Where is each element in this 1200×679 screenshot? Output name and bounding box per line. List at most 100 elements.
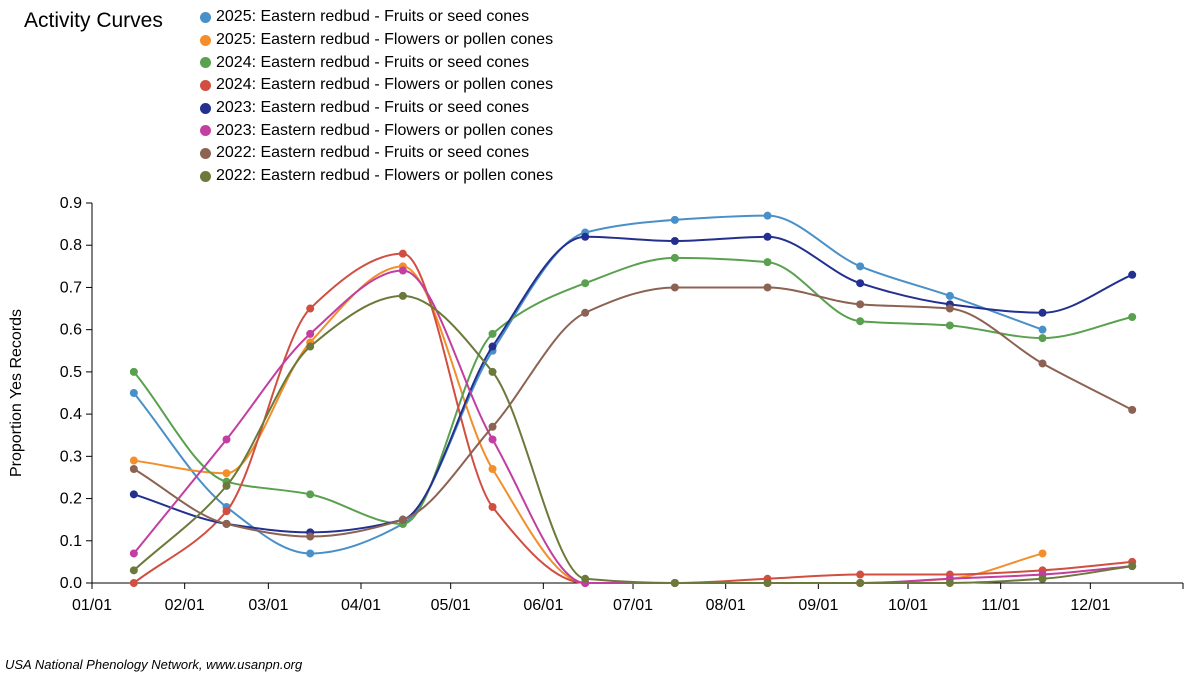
data-point (1128, 405, 1137, 414)
legend-dot-icon (200, 34, 211, 46)
legend: 2025: Eastern redbud - Fruits or seed co… (200, 6, 553, 188)
x-tick-label: 11/01 (981, 597, 1020, 614)
y-tick-label: 0.3 (60, 448, 82, 465)
data-point (856, 317, 865, 326)
data-point (398, 291, 407, 300)
data-point (856, 300, 865, 309)
x-tick-label: 06/01 (523, 597, 563, 614)
legend-dot-icon (200, 125, 211, 137)
data-point (1038, 359, 1047, 368)
data-point (222, 435, 231, 444)
y-tick-label: 0.7 (60, 279, 82, 296)
y-tick-label: 0.1 (60, 533, 82, 550)
series-3 (129, 249, 1137, 587)
data-point (945, 291, 954, 300)
data-point (856, 570, 865, 579)
legend-label: 2024: Eastern redbud - Flowers or pollen… (216, 76, 554, 94)
data-point (763, 211, 772, 220)
data-point (945, 321, 954, 330)
data-point (763, 579, 772, 587)
data-point (1128, 562, 1137, 571)
series-5 (129, 266, 1137, 587)
legend-label: 2022: Eastern redbud - Flowers or pollen… (216, 167, 554, 185)
data-point (306, 329, 315, 338)
x-tick-label: 07/01 (613, 597, 653, 614)
legend-item: 2023: Eastern redbud - Fruits or seed co… (200, 97, 553, 120)
series-7 (129, 291, 1137, 587)
data-point (488, 342, 497, 351)
data-point (670, 579, 679, 587)
legend-dot-icon (200, 170, 211, 182)
legend-label: 2025: Eastern redbud - Flowers or pollen… (216, 31, 554, 49)
y-tick-label: 0.2 (60, 491, 82, 508)
data-point (129, 456, 138, 465)
legend-item: 2023: Eastern redbud - Flowers or pollen… (200, 119, 553, 142)
data-point (856, 579, 865, 587)
series-line (133, 214, 1043, 555)
data-point (1128, 270, 1137, 279)
data-point (581, 308, 590, 317)
data-point (129, 367, 138, 376)
data-point (222, 507, 231, 516)
legend-item: 2022: Eastern redbud - Fruits or seed co… (200, 142, 553, 165)
y-tick-label: 0.8 (60, 237, 82, 254)
data-point (398, 266, 407, 275)
data-point (306, 342, 315, 351)
series-line (133, 269, 1133, 585)
y-axis-label: Proportion Yes Records (8, 309, 25, 477)
legend-label: 2025: Eastern redbud - Fruits or seed co… (216, 8, 530, 26)
legend-item: 2024: Eastern redbud - Fruits or seed co… (200, 51, 553, 74)
data-point (1128, 313, 1137, 321)
data-point (763, 258, 772, 267)
data-point (306, 549, 315, 558)
legend-dot-icon (200, 147, 211, 159)
series-line (133, 252, 1133, 585)
data-point (129, 465, 138, 473)
data-point (306, 304, 315, 313)
data-point (488, 422, 497, 431)
data-point (222, 519, 231, 528)
legend-dot-icon (200, 102, 211, 114)
y-tick-label: 0.5 (60, 364, 82, 381)
y-tick-label: 0.0 (60, 575, 82, 592)
data-point (856, 279, 865, 288)
y-tick-label: 0.6 (60, 322, 82, 339)
x-tick-label: 04/01 (341, 597, 381, 614)
legend-dot-icon (200, 57, 211, 69)
legend-dot-icon (200, 79, 211, 91)
data-point (670, 237, 679, 245)
data-point (670, 253, 679, 262)
data-point (581, 574, 590, 583)
data-point (222, 469, 231, 478)
data-point (670, 215, 679, 224)
data-point (945, 579, 954, 587)
data-point (581, 279, 590, 288)
data-point (129, 490, 138, 499)
legend-label: 2024: Eastern redbud - Fruits or seed co… (216, 53, 530, 71)
y-tick-label: 0.4 (60, 406, 82, 423)
legend-item: 2025: Eastern redbud - Fruits or seed co… (200, 6, 553, 29)
data-point (129, 549, 138, 558)
legend-label: 2023: Eastern redbud - Flowers or pollen… (216, 121, 554, 139)
series-6 (129, 283, 1137, 541)
data-point (1038, 549, 1047, 558)
legend-item: 2024: Eastern redbud - Flowers or pollen… (200, 74, 553, 97)
legend-label: 2022: Eastern redbud - Fruits or seed co… (216, 144, 530, 162)
data-point (222, 481, 231, 490)
x-tick-label: 12/01 (1070, 597, 1110, 614)
y-tick-label: 0.9 (60, 195, 82, 212)
data-point (945, 304, 954, 313)
data-point (1038, 334, 1047, 343)
data-point (398, 249, 407, 258)
x-tick-label: 09/01 (798, 597, 838, 614)
data-point (1038, 325, 1047, 334)
data-point (129, 389, 138, 397)
legend-label: 2023: Eastern redbud - Fruits or seed co… (216, 99, 530, 117)
data-point (488, 435, 497, 444)
credit-text: USA National Phenology Network, www.usan… (5, 657, 303, 672)
data-point (398, 515, 407, 524)
series-line (133, 286, 1133, 538)
x-tick-label: 01/01 (72, 597, 112, 614)
legend-item: 2025: Eastern redbud - Flowers or pollen… (200, 29, 553, 52)
